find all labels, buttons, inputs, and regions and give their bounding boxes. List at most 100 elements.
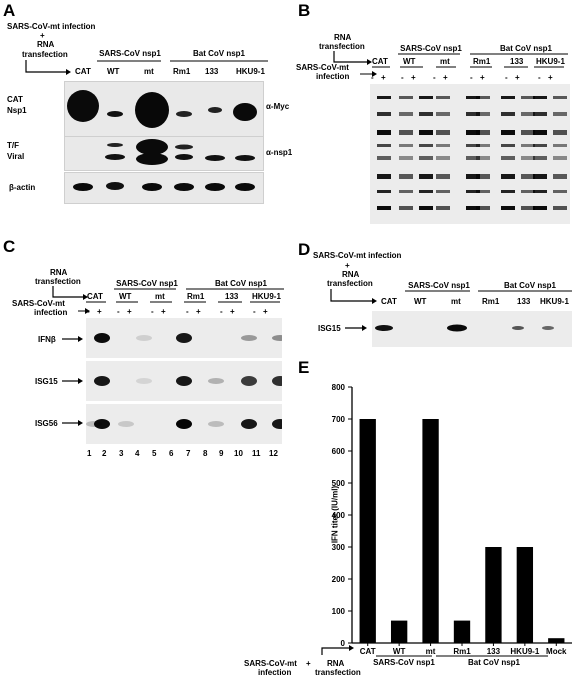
- panel-b-band: [436, 112, 450, 116]
- panel-b-band: [533, 174, 547, 179]
- panel-a-lane-rm1: Rm1: [173, 67, 191, 76]
- panel-a-label-tf: T/F: [7, 141, 19, 150]
- panel-c-band: [208, 421, 224, 427]
- panel-b-lane-rm1: Rm1: [473, 57, 491, 66]
- panel-e-footer-right1: RNA: [327, 659, 345, 668]
- chart-x-tick-label: HKU9-1: [510, 647, 539, 656]
- panel-c-sign-8: +: [196, 307, 201, 316]
- chart-x-tick-label: WT: [393, 647, 406, 656]
- panel-c-group-bat: Bat CoV nsp1: [214, 279, 267, 288]
- panel-c-lane-number-5: 5: [152, 449, 157, 458]
- chart-y-tick-label: 500: [332, 479, 346, 488]
- panel-d-header-line3: transfection: [327, 279, 373, 288]
- panel-c-sign-7: -: [186, 307, 189, 316]
- chart-y-tick-label: 0: [341, 639, 346, 648]
- panel-d-group-sars: SARS-CoV nsp1: [408, 281, 470, 290]
- panel-b-band: [377, 174, 391, 179]
- panel-e-footer-left2: infection: [258, 668, 292, 677]
- panel-b-lane-cat: CAT: [372, 57, 388, 66]
- panel-b-gel: [370, 84, 570, 224]
- panel-b-band: [377, 144, 391, 147]
- panel-c-header-line4: infection: [34, 308, 68, 317]
- panel-c-lane-cat: CAT: [87, 292, 103, 301]
- panel-b-band: [553, 190, 567, 193]
- panel-c-gel-isg56: [86, 404, 282, 444]
- panel-c-sign-10: +: [230, 307, 235, 316]
- panel-c-header-line3: SARS-CoV-mt: [12, 299, 65, 308]
- panel-b-band: [436, 96, 450, 99]
- panel-b-band: [533, 112, 547, 116]
- panel-a-letter: A: [3, 1, 16, 20]
- panel-b-sign-3: -: [401, 73, 404, 82]
- panel-b-band: [476, 206, 490, 210]
- panel-b-band: [436, 156, 450, 160]
- panel-b-band: [501, 174, 515, 179]
- panel-a-header-line3: transfection: [22, 50, 68, 59]
- panel-c-sign-4: +: [127, 307, 132, 316]
- panel-b-band: [521, 206, 535, 210]
- panel-a-group-sars: SARS-CoV nsp1: [99, 49, 161, 58]
- panel-c-sign-9: -: [220, 307, 223, 316]
- panel-b-band: [533, 190, 547, 193]
- panel-b-band: [501, 112, 515, 116]
- panel-b-band: [476, 156, 490, 160]
- panel-b-band: [399, 174, 413, 179]
- panel-b-band: [521, 174, 535, 179]
- panel-e-footer-left1: SARS-CoV-mt: [244, 659, 297, 668]
- panel-b-band: [476, 112, 490, 116]
- panel-b-sign-10: +: [515, 73, 520, 82]
- panel-c-gel-ifnb: [86, 318, 282, 358]
- panel-b-band: [419, 174, 433, 179]
- panel-b-band: [419, 156, 433, 160]
- panel-b-band: [521, 144, 535, 147]
- panel-d-lane-mt: mt: [451, 297, 461, 306]
- panel-b-band: [399, 206, 413, 210]
- panel-b-band: [553, 156, 567, 160]
- panel-a-label-nsp1: Nsp1: [7, 106, 27, 115]
- panel-b-band: [521, 96, 535, 99]
- panel-b-band: [501, 130, 515, 135]
- panel-c-band: [272, 335, 282, 341]
- panel-c-lane-wt: WT: [119, 292, 132, 301]
- panel-b-sign-7: -: [470, 73, 473, 82]
- chart-x-tick-label: 133: [487, 647, 501, 656]
- chart-y-tick-label: 100: [332, 607, 346, 616]
- panel-b-band: [553, 174, 567, 179]
- panel-b-band: [466, 112, 480, 116]
- panel-a-header-line1: SARS-CoV-mt infection: [7, 22, 96, 31]
- chart-y-tick-label: 200: [332, 575, 346, 584]
- panel-b-band: [553, 206, 567, 210]
- panel-b-header-line2: transfection: [319, 42, 365, 51]
- panel-b-lane-wt: WT: [403, 57, 416, 66]
- panel-b-sign-11: -: [538, 73, 541, 82]
- panel-b-band: [466, 144, 480, 147]
- panel-c-band: [272, 376, 282, 386]
- panel-b-band: [419, 96, 433, 99]
- panel-b-band: [377, 96, 391, 99]
- panel-c-band: [94, 333, 110, 343]
- panel-c-lane-number-11: 11: [252, 449, 261, 458]
- panel-a-lane-cat: CAT: [75, 67, 91, 76]
- panel-e-letter: E: [298, 358, 310, 377]
- chart-bar-wt: [390, 620, 408, 643]
- panel-c-header-line1: RNA: [50, 268, 68, 277]
- chart-transfection-arrowhead: [349, 645, 354, 651]
- chart-x-tick-label: mt: [426, 647, 436, 656]
- panel-b-band: [476, 96, 490, 99]
- panel-c-lane-number-1: 1: [87, 449, 92, 458]
- panel-a-lane-wt: WT: [107, 67, 120, 76]
- panel-b-band: [553, 96, 567, 99]
- panel-c-band: [176, 419, 192, 429]
- chart-bar-hku9-1: [516, 547, 534, 643]
- chart-y-tick-label: 600: [332, 447, 346, 456]
- panel-b-band: [399, 96, 413, 99]
- panel-c-row-ifnb: IFNβ: [38, 335, 56, 344]
- chart-bar-133: [485, 547, 502, 643]
- panel-b-band: [377, 112, 391, 116]
- panel-b-band: [533, 96, 547, 99]
- panel-b-sign-8: +: [480, 73, 485, 82]
